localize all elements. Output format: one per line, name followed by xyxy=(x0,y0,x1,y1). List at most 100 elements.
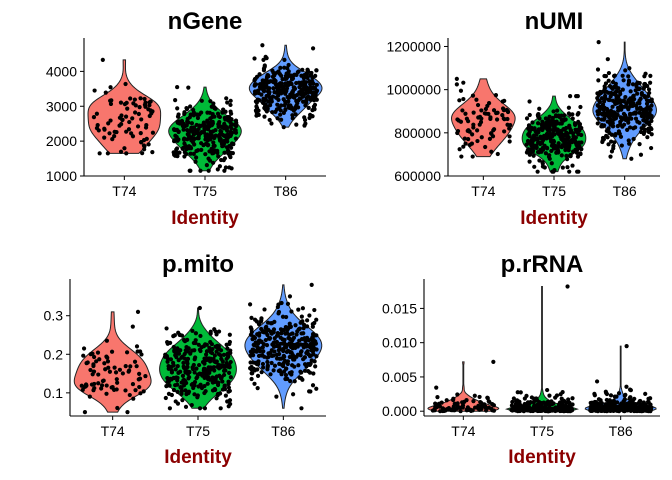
data-point xyxy=(277,361,282,366)
data-point xyxy=(490,401,495,407)
data-point xyxy=(623,408,628,413)
data-point xyxy=(172,127,177,133)
data-point xyxy=(284,76,289,81)
data-point xyxy=(295,341,300,347)
data-point xyxy=(104,354,109,359)
data-point xyxy=(311,352,316,357)
data-point xyxy=(464,407,469,412)
data-point xyxy=(491,127,497,132)
data-point xyxy=(602,408,608,413)
data-point xyxy=(228,129,233,135)
data-point xyxy=(137,104,142,110)
data-point xyxy=(264,80,270,86)
data-point xyxy=(186,120,191,125)
data-point xyxy=(606,78,611,83)
data-point xyxy=(511,407,517,412)
data-point xyxy=(530,126,535,132)
data-point xyxy=(537,116,542,121)
data-point xyxy=(291,108,296,113)
data-point xyxy=(608,94,613,99)
data-point xyxy=(124,100,129,106)
data-point xyxy=(211,365,217,370)
data-point xyxy=(646,87,652,92)
chart-panel-p-mito: p.mito 0.1 0.2 0.3 T74 T75 T86 Identity xyxy=(44,251,326,468)
data-point xyxy=(273,90,278,95)
points-t75 xyxy=(524,94,584,174)
data-point xyxy=(106,121,111,126)
data-point xyxy=(149,111,154,116)
data-point xyxy=(276,86,281,91)
data-point xyxy=(214,379,219,384)
x-tick-label: T75 xyxy=(193,183,217,199)
data-point xyxy=(167,406,172,411)
data-point xyxy=(648,407,654,412)
data-point xyxy=(466,136,471,142)
data-point xyxy=(629,102,634,107)
data-point xyxy=(194,366,199,371)
data-point xyxy=(535,113,540,118)
data-point xyxy=(465,128,470,133)
data-point xyxy=(309,81,314,86)
data-point xyxy=(131,396,136,401)
data-point xyxy=(132,359,138,364)
data-point xyxy=(108,118,113,123)
x-tick-label: T75 xyxy=(186,423,210,439)
data-point xyxy=(552,406,557,411)
data-point xyxy=(272,73,277,78)
data-point xyxy=(577,122,582,127)
data-point xyxy=(560,402,565,407)
data-point xyxy=(175,120,180,125)
data-point xyxy=(309,337,314,343)
data-point xyxy=(462,136,467,141)
data-point xyxy=(169,364,174,369)
y-tick-label: 0.010 xyxy=(382,335,417,351)
data-point xyxy=(213,128,218,133)
data-point xyxy=(112,134,117,139)
data-point xyxy=(619,107,624,112)
data-point xyxy=(224,145,230,150)
data-point xyxy=(137,371,142,376)
data-point xyxy=(108,85,113,90)
data-point xyxy=(547,119,552,124)
data-point xyxy=(129,131,134,136)
data-point xyxy=(254,349,259,354)
data-point xyxy=(299,314,304,319)
data-point xyxy=(249,315,254,320)
data-point xyxy=(314,68,319,73)
data-point xyxy=(501,116,506,121)
data-point xyxy=(150,130,156,135)
data-point xyxy=(461,144,466,149)
data-point xyxy=(295,329,300,334)
data-point xyxy=(458,88,464,93)
data-point xyxy=(232,127,237,132)
data-point xyxy=(292,72,297,77)
data-point xyxy=(559,153,564,158)
data-point xyxy=(195,115,201,121)
data-point xyxy=(464,397,469,403)
data-point xyxy=(551,138,556,143)
data-point xyxy=(540,127,545,133)
data-point xyxy=(470,132,475,137)
points-t74 xyxy=(91,57,156,156)
data-point xyxy=(313,341,319,346)
data-point xyxy=(298,353,303,358)
data-point xyxy=(114,377,119,382)
data-point xyxy=(173,367,178,372)
data-point xyxy=(302,355,307,360)
data-point xyxy=(609,139,614,144)
data-point xyxy=(202,127,207,132)
data-point xyxy=(253,360,258,365)
data-point xyxy=(613,85,618,90)
data-point xyxy=(569,140,575,145)
data-point xyxy=(110,137,115,142)
data-point xyxy=(624,105,630,110)
data-point xyxy=(575,154,581,159)
data-point xyxy=(268,329,273,334)
data-point xyxy=(169,370,175,375)
data-point xyxy=(102,126,107,131)
data-point xyxy=(271,86,276,91)
data-point xyxy=(268,372,273,377)
data-point xyxy=(635,91,640,96)
data-point xyxy=(276,309,282,315)
data-point xyxy=(299,80,304,85)
